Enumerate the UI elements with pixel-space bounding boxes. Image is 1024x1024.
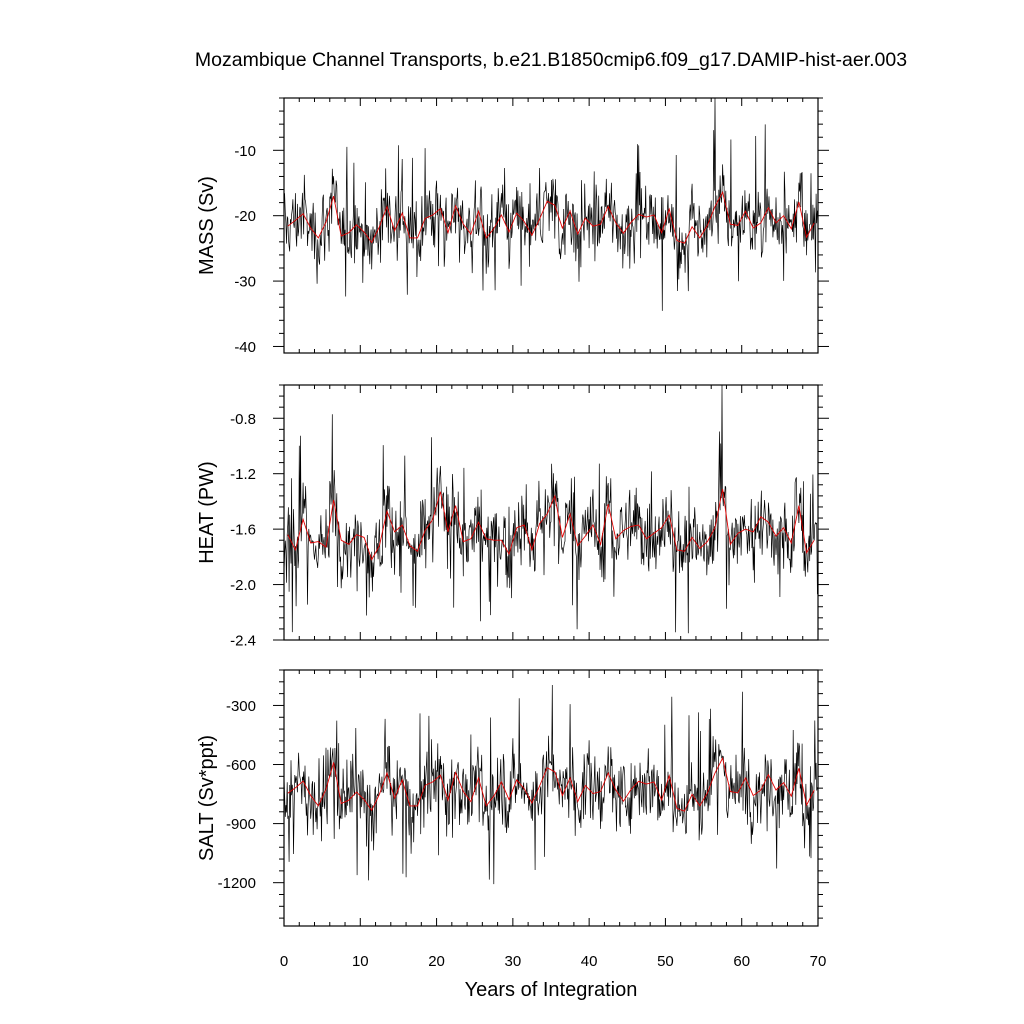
mass-y-axis-label: MASS (Sv)	[196, 176, 218, 275]
heat-monthly-series	[284, 385, 818, 634]
salt-x-tick-label: 0	[280, 953, 288, 970]
salt-y-tick-label: -300	[226, 698, 256, 715]
salt-panel: -300 -600 -900 -1200 0 10 20 30 40 50 60 70 SALT (Sv…	[196, 669, 829, 970]
salt-x-tick-label: 60	[733, 953, 750, 970]
mass-y-tick-label: -40	[234, 339, 256, 356]
heat-y-axis-label: HEAT (PW)	[196, 461, 218, 564]
mass-panel: -10 -20 -30 -40 MASS (Sv)	[196, 97, 829, 356]
mass-monthly-series	[284, 98, 818, 311]
heat-annual-mean-series	[287, 488, 815, 561]
mass-y-tick-label: -10	[234, 143, 256, 160]
heat-y-tick-label: -2.4	[230, 633, 256, 650]
heat-panel: -0.8 -1.2 -1.6 -2.0 -2.4 HEAT (PW)	[196, 384, 829, 650]
salt-x-tick-label: 10	[352, 953, 369, 970]
heat-y-tick-label: -0.8	[230, 411, 256, 428]
heat-y-tick-label: -1.6	[230, 522, 256, 539]
heat-y-tick-label: -1.2	[230, 466, 256, 483]
heat-plot-frame	[283, 384, 819, 641]
panels: -10 -20 -30 -40 MASS (Sv) -0.8 -1.2 -1.6 -2.0 -2.…	[196, 97, 829, 970]
mass-y-tick-label: -20	[234, 208, 256, 225]
chart-title: Mozambique Channel Transports, b.e21.B18…	[195, 49, 907, 71]
salt-y-tick-label: -1200	[218, 875, 256, 892]
salt-y-axis-label: SALT (Sv*ppt)	[196, 735, 218, 861]
salt-x-tick-label: 20	[428, 953, 445, 970]
salt-x-tick-label: 30	[505, 953, 522, 970]
mass-annual-mean-series	[287, 190, 815, 244]
salt-x-tick-label: 50	[657, 953, 674, 970]
x-axis-label: Years of Integration	[465, 979, 638, 1001]
salt-y-tick-label: -600	[226, 757, 256, 774]
salt-monthly-series	[284, 684, 818, 885]
salt-annual-mean-series	[287, 756, 815, 812]
mass-y-tick-label: -30	[234, 274, 256, 291]
salt-x-tick-label: 40	[581, 953, 598, 970]
mass-plot-frame	[283, 97, 819, 354]
salt-x-tick-label: 70	[810, 953, 827, 970]
salt-y-tick-label: -900	[226, 816, 256, 833]
heat-y-tick-label: -2.0	[230, 577, 256, 594]
salt-plot-frame	[283, 669, 819, 927]
